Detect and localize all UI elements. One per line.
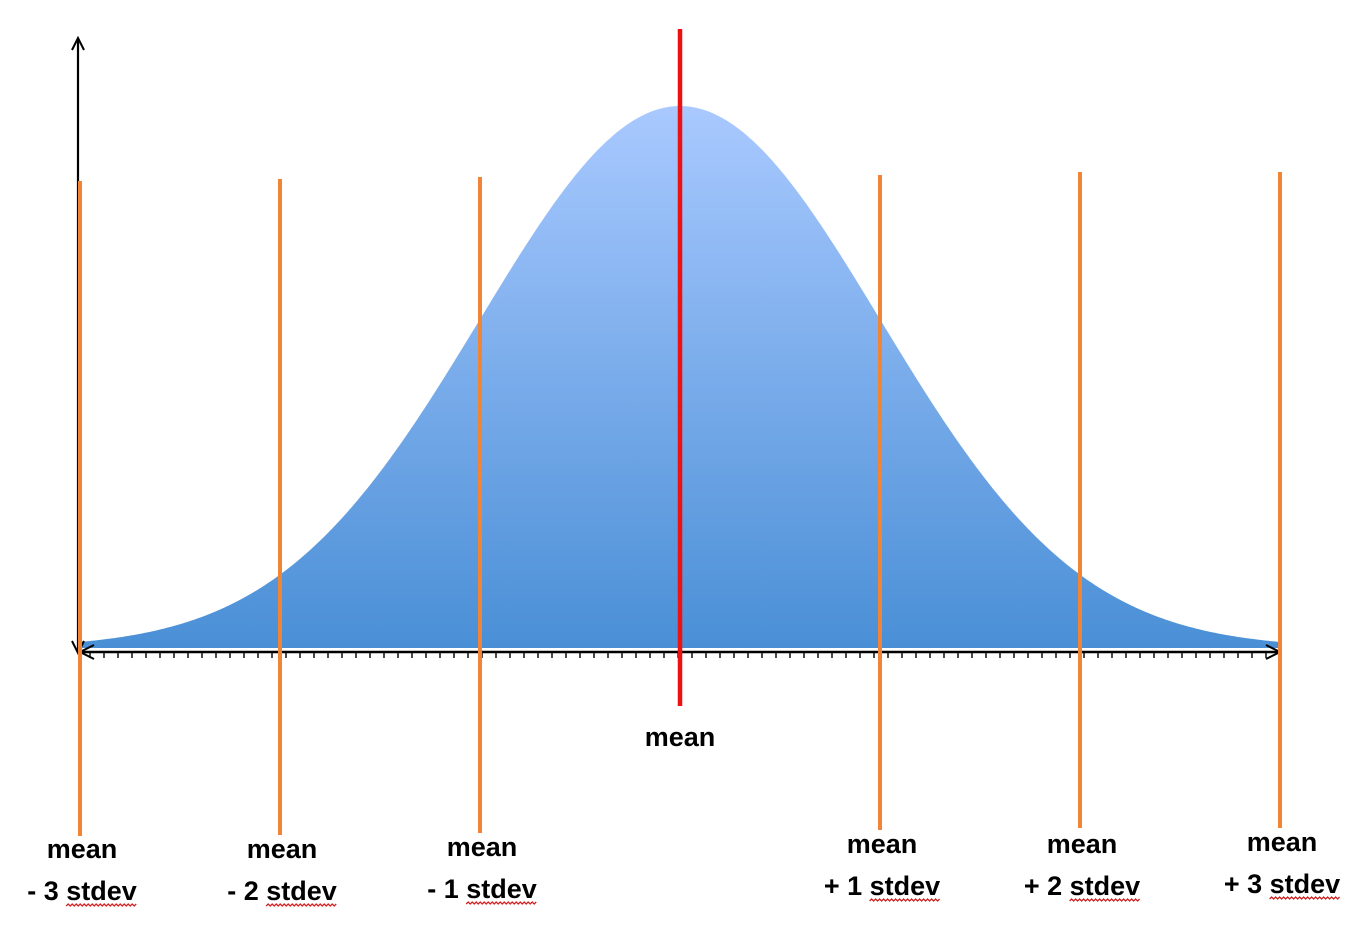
stdev-label-line2: + 3 stdev: [1224, 869, 1340, 899]
spellcheck-underline: [65, 903, 137, 907]
stdev-label-line2: + 1 stdev: [824, 871, 940, 901]
y-axis-arrow-icon: [71, 35, 85, 51]
stdev-label-prefix: + 2: [1024, 871, 1070, 901]
stdev-label-line1: mean: [247, 834, 318, 864]
stdev-label-line1: mean: [1047, 829, 1118, 859]
stdev-label-line2: - 2 stdev: [227, 876, 337, 906]
stdev-label-word: stdev: [1270, 869, 1341, 899]
stdev-label-line2: + 2 stdev: [1024, 871, 1140, 901]
spellcheck-underline: [465, 901, 537, 905]
stdev-label-prefix: + 1: [824, 871, 870, 901]
spellcheck-underline: [1069, 898, 1141, 902]
stdev-marker: mean - 3 stdev: [27, 181, 137, 907]
x-axis-ticks: [89, 652, 1267, 658]
stdev-label-line2: - 3 stdev: [27, 876, 137, 906]
stdev-label-prefix: - 2: [227, 876, 266, 906]
stdev-label-word: stdev: [1070, 871, 1141, 901]
stdev-label-word: stdev: [870, 871, 941, 901]
stdev-label-line1: mean: [847, 829, 918, 859]
stdev-label-line1: mean: [447, 832, 518, 862]
mean-label: mean: [645, 722, 716, 752]
stdev-marker: mean + 3 stdev: [1224, 172, 1341, 900]
stdev-marker: mean - 1 stdev: [427, 177, 537, 905]
stdev-label-word: stdev: [466, 874, 537, 904]
stdev-label-line2: - 1 stdev: [427, 874, 537, 904]
stdev-label-line1: mean: [1247, 827, 1318, 857]
stdev-label-line1: mean: [47, 834, 118, 864]
stdev-label-word: stdev: [66, 876, 137, 906]
spellcheck-underline: [265, 903, 337, 907]
stdev-marker: mean + 2 stdev: [1024, 172, 1141, 902]
spellcheck-underline: [1269, 896, 1341, 900]
stdev-marker: mean + 1 stdev: [824, 175, 941, 902]
stdev-label-prefix: - 1: [427, 874, 466, 904]
stdev-marker: mean - 2 stdev: [227, 179, 337, 907]
stdev-label-prefix: - 3: [27, 876, 66, 906]
spellcheck-underline: [869, 898, 941, 902]
stdev-label-word: stdev: [266, 876, 337, 906]
stdev-label-prefix: + 3: [1224, 869, 1270, 899]
